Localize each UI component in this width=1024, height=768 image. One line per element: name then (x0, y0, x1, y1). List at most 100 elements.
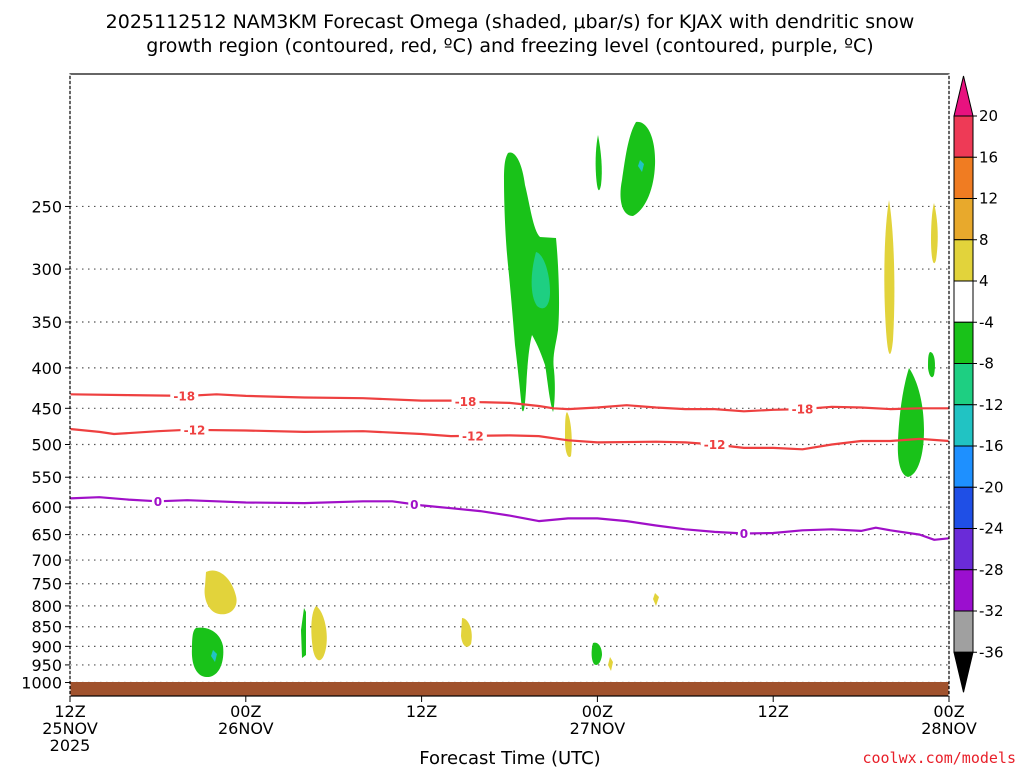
x-tick-label: 26NOV (218, 719, 274, 738)
omega-region (608, 657, 613, 671)
colorbar-segment (953, 321, 974, 364)
y-tick-label: 550 (31, 468, 62, 487)
colorbar-label: 16 (979, 148, 998, 166)
colorbar-segment (953, 486, 974, 529)
omega-region (565, 412, 572, 458)
y-tick-label: 350 (31, 313, 62, 332)
colorbar-label: 12 (979, 190, 998, 208)
contour-label: -18 (792, 403, 814, 417)
y-tick-label: 500 (31, 435, 62, 454)
contour-label: -18 (455, 395, 477, 409)
colorbar-bottom-arrow (953, 651, 974, 693)
y-tick-label: 800 (31, 597, 62, 616)
colorbar-label: -16 (979, 437, 1004, 455)
colorbar-segment (953, 610, 974, 653)
omega-region (638, 160, 644, 172)
surface-ground (70, 682, 949, 696)
colorbar-segment (953, 569, 974, 612)
omega-region (897, 368, 924, 477)
contour-label-bg (408, 497, 421, 512)
contour-label-bg (737, 526, 750, 541)
x-axis-label: Forecast Time (UTC) (419, 748, 600, 768)
y-tick-label: 400 (31, 359, 62, 378)
omega-region (531, 252, 550, 309)
contour-label-bg (458, 428, 487, 443)
y-tick-label: 300 (31, 260, 62, 279)
colorbar-label: -8 (979, 355, 994, 373)
colorbar-segment (953, 115, 974, 158)
y-tick-label: 250 (31, 197, 62, 216)
y-tick-label: 750 (31, 575, 62, 594)
omega-colorbar: 20 16 12 8 4 -4 -8 -12 -16 -20 -24 -28 -32 -36 (953, 75, 1004, 693)
credit-text: coolwx.com/models (862, 749, 1016, 767)
y-tick-label: 850 (31, 618, 62, 637)
colorbar-label: -4 (979, 313, 994, 331)
colorbar-label: -20 (979, 478, 1004, 496)
contour-label: 0 (410, 498, 418, 512)
colorbar-label: -28 (979, 561, 1004, 579)
colorbar-segment (953, 528, 974, 571)
y-tick-label: 600 (31, 498, 62, 517)
colorbar-segment (953, 280, 974, 323)
omega-region (931, 203, 938, 264)
x-tick-label: 00Z (933, 702, 964, 721)
contour-label: -12 (704, 438, 726, 452)
omega-region (311, 606, 327, 661)
contour-label-bg (180, 422, 209, 437)
contour-label-bg (451, 394, 480, 409)
colorbar-label: -32 (979, 602, 1004, 620)
y-tick-label: 1000 (21, 674, 62, 693)
y-axis-ticks: 2503003504004505005506006507007508008509… (21, 197, 70, 693)
colorbar-segment (953, 198, 974, 241)
colorbar-segment (953, 156, 974, 199)
colorbar-label: 4 (979, 272, 989, 290)
omega-region (504, 152, 560, 413)
chart-title-line-1: 2025112512 NAM3KM Forecast Omega (shaded… (106, 11, 915, 33)
omega-region (620, 121, 656, 216)
y-tick-label: 700 (31, 551, 62, 570)
colorbar-segment (953, 239, 974, 282)
colorbar-label: -12 (979, 396, 1004, 414)
contour-label-bg (170, 388, 199, 403)
y-tick-label: 450 (31, 399, 62, 418)
chart-title-line-2: growth region (contoured, red, ºC) and f… (146, 35, 873, 57)
omega-region (301, 608, 306, 658)
x-tick-label: 12Z (758, 702, 789, 721)
contour-label-bg (788, 402, 817, 417)
contour-label: 0 (740, 527, 748, 541)
contour-dgz_minus18 (70, 393, 949, 413)
colorbar-label: -36 (979, 643, 1004, 661)
omega-region (591, 642, 602, 665)
x-tick-label: 12Z (406, 702, 437, 721)
x-tick-label: 2025 (50, 736, 91, 755)
x-tick-label: 28NOV (921, 719, 977, 738)
colorbar-label: 20 (979, 107, 998, 125)
omega-region (191, 627, 224, 678)
contour-freezing_0 (70, 496, 949, 541)
x-tick-label: 27NOV (570, 719, 626, 738)
colorbar-segment (953, 404, 974, 447)
contour-lines: -18 -18 -18 -12 -12 -12 0 0 0 (70, 388, 949, 541)
colorbar-segment (953, 363, 974, 406)
x-tick-label: 00Z (582, 702, 613, 721)
omega-region (928, 352, 935, 378)
colorbar-label: 8 (979, 231, 989, 249)
x-tick-label: 25NOV (42, 719, 98, 738)
contour-label: 0 (154, 495, 162, 509)
contour-label: -18 (173, 389, 195, 403)
x-tick-label: 00Z (230, 702, 261, 721)
omega-region (595, 135, 602, 191)
y-tick-label: 900 (31, 637, 62, 656)
omega-region (461, 618, 472, 647)
colorbar-segment (953, 445, 974, 488)
contour-label-bg (151, 494, 164, 509)
y-tick-label: 650 (31, 526, 62, 545)
omega-region (653, 593, 659, 606)
y-tick-label: 950 (31, 656, 62, 675)
colorbar-label: -24 (979, 520, 1004, 538)
colorbar-top-arrow (953, 75, 974, 117)
contour-label: -12 (462, 429, 484, 443)
omega-region (211, 650, 217, 662)
contour-label: -12 (184, 423, 206, 437)
